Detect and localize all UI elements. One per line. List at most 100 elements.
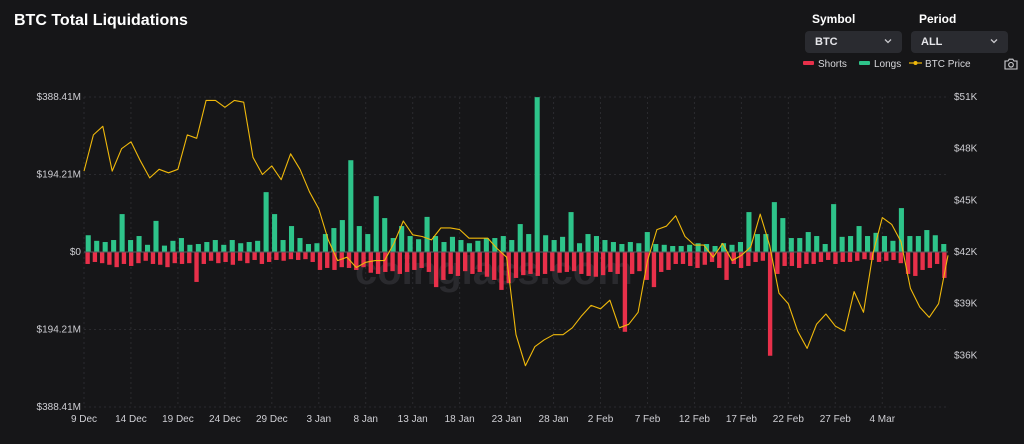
longs-bar — [187, 244, 193, 252]
x-tick-label: 28 Jan — [539, 414, 569, 425]
shorts-bar — [325, 252, 330, 268]
longs-bar — [85, 235, 91, 252]
longs-bar — [602, 240, 608, 252]
shorts-bar — [775, 252, 780, 274]
x-tick-label: 2 Feb — [588, 414, 614, 425]
shorts-bar — [651, 252, 657, 288]
longs-bar — [365, 234, 371, 252]
longs-bar — [856, 226, 862, 252]
shorts-bar — [158, 252, 163, 265]
symbol-select[interactable]: BTC — [805, 31, 902, 53]
shorts-bar — [121, 252, 127, 264]
y-right-tick-label: $45K — [954, 195, 978, 206]
shorts-bar — [571, 252, 577, 272]
shorts-bar — [266, 252, 272, 262]
shorts-bar — [688, 252, 693, 266]
shorts-bar — [426, 252, 432, 272]
x-tick-label: 24 Dec — [209, 414, 241, 425]
y-right-tick-label: $39K — [954, 299, 978, 310]
shorts-bar — [796, 252, 802, 268]
shorts-bar — [513, 252, 519, 278]
x-tick-label: 29 Dec — [256, 414, 288, 425]
shorts-bar — [317, 252, 323, 270]
longs-bar — [382, 218, 388, 252]
shorts-bar — [629, 252, 635, 274]
longs-bar — [407, 236, 413, 252]
shorts-bar — [680, 252, 686, 264]
chart-title: BTC Total Liquidations — [14, 12, 188, 29]
shorts-bar — [702, 252, 707, 265]
longs-bar — [170, 240, 176, 252]
shorts-bar — [913, 252, 918, 276]
longs-bar — [619, 244, 625, 252]
shorts-bar — [412, 252, 417, 270]
longs-bar — [255, 240, 261, 252]
legend-item-longs[interactable]: Longs — [859, 59, 901, 70]
shorts-bar — [136, 252, 141, 264]
shorts-bar — [368, 252, 373, 273]
longs-bar — [483, 238, 489, 252]
longs-bar — [864, 236, 871, 252]
shorts-bar — [564, 252, 570, 272]
longs-bar — [517, 224, 523, 252]
legend-item-shorts[interactable]: Shorts — [803, 59, 847, 70]
shorts-bar — [99, 252, 105, 264]
longs-bar — [568, 212, 574, 252]
longs-bar — [551, 240, 557, 252]
shorts-bar — [695, 252, 700, 268]
period-select[interactable]: ALL — [911, 31, 1008, 53]
shorts-bar — [477, 252, 482, 272]
longs-bar — [898, 208, 904, 252]
shorts-bar — [528, 252, 533, 274]
longs-bar — [907, 236, 913, 252]
longs-bar — [153, 220, 159, 252]
shorts-bar — [310, 252, 315, 262]
longs-bar — [924, 230, 930, 252]
shorts-bar — [397, 252, 403, 274]
shorts-bar — [811, 252, 816, 264]
y-left-tick-label: $0 — [70, 247, 82, 258]
y-left-tick-label: $388.41M — [37, 92, 81, 103]
shorts-bar — [187, 252, 192, 264]
shorts-bar — [804, 252, 809, 264]
longs-bar — [475, 240, 481, 252]
longs-bar — [653, 244, 659, 252]
shorts-bar — [521, 252, 526, 276]
shorts-bar — [600, 252, 606, 276]
shorts-bar — [637, 252, 642, 272]
longs-bar — [746, 212, 752, 252]
shorts-bar — [165, 252, 170, 268]
shorts-bar — [753, 252, 758, 262]
shorts-bar — [230, 252, 236, 265]
longs-bar — [729, 244, 735, 252]
camera-icon[interactable] — [1004, 58, 1018, 70]
longs-bar — [839, 236, 845, 252]
legend-item-price[interactable]: BTC Price — [909, 59, 971, 70]
y-right-tick-label: $42K — [954, 247, 978, 258]
shorts-bar — [484, 252, 490, 277]
longs-bar — [288, 226, 295, 252]
x-tick-label: 8 Jan — [354, 414, 378, 425]
longs-bar — [737, 242, 744, 252]
shorts-bar — [441, 252, 446, 280]
shorts-bar — [179, 252, 185, 264]
longs-bar — [941, 244, 947, 252]
y-right-tick-label: $36K — [954, 350, 978, 361]
shorts-bar — [237, 252, 243, 261]
x-tick-label: 14 Dec — [115, 414, 147, 425]
shorts-bar — [855, 252, 860, 261]
shorts-bar — [898, 252, 903, 264]
shorts-bar — [666, 252, 671, 270]
shorts-bar — [586, 252, 591, 276]
x-tick-label: 12 Feb — [679, 414, 711, 425]
chevron-down-icon — [884, 39, 892, 44]
shorts-bar — [143, 252, 148, 261]
shorts-bar — [542, 252, 548, 274]
period-select-value: ALL — [921, 36, 943, 48]
shorts-bar — [615, 252, 620, 274]
longs-bar — [560, 236, 566, 252]
longs-bar — [932, 235, 938, 252]
longs-bar — [373, 196, 379, 252]
x-tick-label: 9 Dec — [71, 414, 97, 425]
